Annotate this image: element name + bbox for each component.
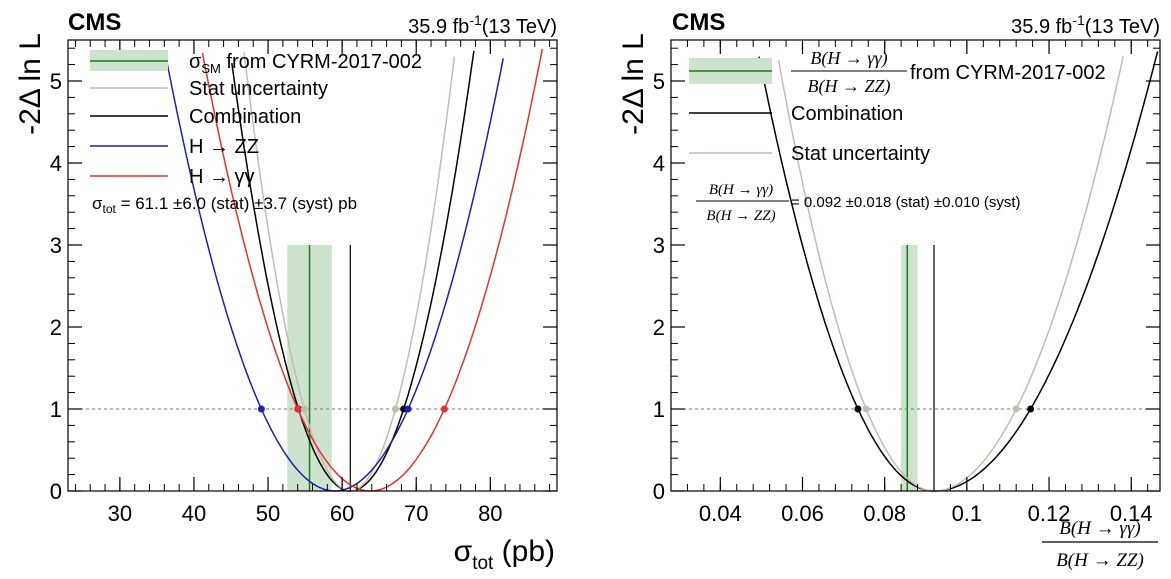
crossing-point-stat-low	[862, 405, 870, 413]
legend-entry-combination: Combination	[689, 103, 903, 125]
crossing-point-stat-high	[1012, 405, 1020, 413]
x-tick-label: 0.06	[781, 501, 824, 526]
x-tick-label: 40	[182, 501, 206, 526]
legend-entry-combination: Combination	[90, 106, 301, 128]
crossing-point-hgg-high	[440, 405, 448, 413]
legend-label-sm-denominator: B(H → ZZ)	[807, 76, 890, 97]
y-tick-label: 4	[653, 151, 665, 176]
curve-combination	[758, 51, 1159, 492]
left-panel: CMS 35.9 fb-1(13 TeV) -2Δ ln L σtot (pb)…	[14, 9, 558, 574]
x-tick-label: 70	[404, 501, 428, 526]
crossing-point-stat-low	[300, 405, 308, 413]
y-tick-label: 3	[653, 233, 665, 258]
legend: σSM from CYRM-2017-002 Stat uncertainty …	[90, 50, 422, 188]
y-tick-label: 0	[50, 479, 62, 504]
y-tick-label: 5	[653, 69, 665, 94]
legend-label-hzz: H → ZZ	[189, 136, 259, 158]
crossing-point-hzz-low	[257, 405, 265, 413]
legend-entry-hzz: H → ZZ	[90, 136, 259, 158]
legend-label-sm-numerator: B(H → γγ)	[810, 48, 887, 69]
y-tick-label: 3	[50, 233, 62, 258]
x-tick-label: 0.08	[863, 501, 906, 526]
legend-label-sm-text: from CYRM-2017-002	[910, 62, 1106, 84]
legend-label-hgg: H → γγ	[189, 166, 255, 188]
curve-stat	[777, 55, 1125, 492]
legend-label-combination: Combination	[791, 103, 903, 125]
right-panel: CMS 35.9 fb-1(13 TeV) -2Δ ln L B(H → γγ)…	[617, 9, 1161, 571]
y-tick-label: 5	[50, 69, 62, 94]
luminosity-label: 35.9 fb-1(13 TeV)	[1011, 12, 1160, 38]
luminosity-label: 35.9 fb-1(13 TeV)	[408, 12, 557, 38]
result-value-text: = 0.092 ±0.018 (stat) ±0.010 (syst)	[791, 194, 1021, 211]
y-axis-label: -2Δ ln L	[14, 33, 47, 135]
y-tick-label: 4	[50, 151, 62, 176]
crossing-point-hzz-high	[404, 405, 412, 413]
legend-entry-stat: Stat uncertainty	[689, 143, 930, 165]
crossing-point-combination-low	[854, 405, 862, 413]
y-tick-label: 2	[50, 315, 62, 340]
x-axis-label: B(H → γγ) B(H → ZZ)	[1042, 518, 1158, 571]
result-ratio-numerator: B(H → γγ)	[709, 182, 773, 198]
x-tick-label: 0.1	[952, 501, 983, 526]
x-tick-label: 0.04	[699, 501, 742, 526]
x-axis-label-numerator: B(H → γγ)	[1059, 518, 1140, 539]
legend-label-stat: Stat uncertainty	[791, 143, 930, 165]
legend-entry-sm: σSM from CYRM-2017-002	[90, 50, 422, 76]
legend-label-stat: Stat uncertainty	[189, 78, 328, 100]
cms-label: CMS	[68, 9, 121, 36]
x-tick-label: 50	[256, 501, 280, 526]
crossing-point-hgg-low	[294, 405, 302, 413]
legend-label-sm: σSM from CYRM-2017-002	[189, 51, 422, 76]
legend-label-combination: Combination	[189, 106, 301, 128]
legend-entry-stat: Stat uncertainty	[90, 78, 328, 100]
x-tick-label: 60	[330, 501, 354, 526]
result-annotation: B(H → γγ) B(H → ZZ) = 0.092 ±0.018 (stat…	[696, 182, 1021, 224]
sm-uncertainty-band	[901, 245, 918, 491]
y-tick-label: 1	[50, 397, 62, 422]
plot-frame	[670, 39, 1161, 492]
x-tick-label: 80	[478, 501, 502, 526]
y-tick-label: 0	[653, 479, 665, 504]
result-ratio-denominator: B(H → ZZ)	[706, 208, 775, 224]
y-tick-label: 1	[653, 397, 665, 422]
x-axis-label-denominator: B(H → ZZ)	[1056, 550, 1144, 571]
cms-label: CMS	[672, 9, 725, 36]
y-tick-label: 2	[653, 315, 665, 340]
crossing-point-combination-high	[1027, 405, 1035, 413]
result-annotation: σtot = 61.1 ±6.0 (stat) ±3.7 (syst) pb	[92, 194, 357, 216]
legend: B(H → γγ) B(H → ZZ) from CYRM-2017-002 C…	[689, 48, 1106, 165]
crossing-point-stat-high	[391, 405, 399, 413]
legend-entry-hgg: H → γγ	[90, 166, 255, 188]
y-axis-label: -2Δ ln L	[617, 33, 650, 135]
x-axis-label: σtot (pb)	[454, 535, 555, 574]
legend-entry-sm: B(H → γγ) B(H → ZZ) from CYRM-2017-002	[689, 48, 1106, 97]
x-tick-label: 0.12	[1028, 501, 1071, 526]
x-tick-label: 30	[108, 501, 132, 526]
x-tick-label: 0.14	[1110, 501, 1153, 526]
